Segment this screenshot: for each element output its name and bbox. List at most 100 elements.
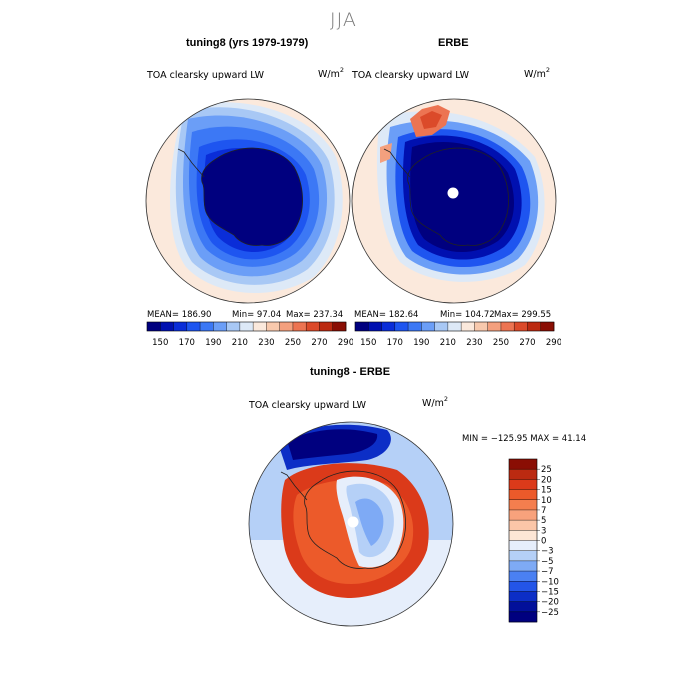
panel-diff-colorbar-swatch — [509, 520, 537, 531]
panel-diff-colorbar-swatch — [509, 469, 537, 480]
panel-obs-colorbar-tick-label: 290 — [546, 338, 561, 347]
panel-model-colorbar-tick-label: 190 — [205, 338, 221, 347]
panel-diff-polar-map — [248, 421, 454, 627]
panel-diff-colorbar-tick-label: −3 — [541, 547, 554, 557]
panel-model-colorbar-swatch — [226, 322, 241, 331]
panel-obs-colorbar-tick-label: 270 — [519, 338, 535, 347]
panel-model-colorbar-swatch — [239, 322, 254, 331]
panel-model-colorbar-tick-label: 150 — [152, 338, 168, 347]
panel-model-colorbar-tick-label: 210 — [232, 338, 248, 347]
panel-obs-colorbar-tick-label: 170 — [387, 338, 403, 347]
panel-diff-title: tuning8 - ERBE — [310, 366, 391, 378]
panel-obs-mean: MEAN= 182.64 — [354, 310, 419, 320]
panel-diff-colorbar-tick-label: 5 — [541, 516, 546, 526]
panel-model-polar-map — [145, 98, 351, 304]
panel-diff-colorbar-swatch — [509, 509, 537, 521]
panel-obs-colorbar-swatch — [500, 322, 515, 331]
panel-diff-colorbar-swatch — [509, 550, 537, 562]
panel-diff-colorbar-swatch — [509, 611, 537, 623]
panel-diff-colorbar-swatch — [509, 571, 537, 582]
panel-model-colorbar-tick-label: 290 — [338, 338, 353, 347]
panel-model-colorbar-swatch — [213, 322, 227, 331]
panel-model-colorbar-tick-label: 230 — [258, 338, 274, 347]
panel-model-colorbar-swatch — [147, 322, 161, 331]
season-title: JJA — [330, 9, 357, 31]
panel-obs-colorbar-swatch — [474, 322, 488, 331]
panel-obs-units: W/m2 — [524, 66, 550, 80]
panel-diff-variable-label: TOA clearsky upward LW — [249, 400, 367, 411]
panel-obs-min: Min= 104.72 — [440, 310, 495, 320]
panel-model-colorbar-tick-label: 270 — [311, 338, 327, 347]
panel-obs-colorbar-swatch — [408, 322, 422, 331]
panel-obs-colorbar-frame — [354, 321, 555, 332]
panel-diff-colorbar-tick-label: 15 — [541, 486, 552, 496]
panel-model-title: tuning8 (yrs 1979-1979) — [186, 37, 309, 49]
panel-obs-colorbar-swatch — [447, 322, 462, 331]
panel-obs-colorbar-tick-label: 190 — [413, 338, 429, 347]
panel-diff-colorbar-tick-label: −25 — [541, 608, 559, 618]
panel-obs-colorbar-tick-label: 250 — [493, 338, 509, 347]
panel-diff-colorbar-tick-label: 3 — [541, 526, 546, 536]
panel-model-colorbar: 150 170 190 210 230 250 270 290 — [146, 321, 353, 347]
panel-diff-colorbar-swatch — [509, 560, 537, 572]
panel-obs-polar-map — [351, 98, 557, 304]
panel-diff-colorbar-tick-label: 25 — [541, 465, 552, 475]
panel-obs-colorbar-swatch — [368, 322, 382, 331]
panel-obs-colorbar-swatch — [527, 322, 542, 331]
panel-diff-colorbar-tick-label: 10 — [541, 496, 552, 506]
panel-diff-colorbar-tick-label: −20 — [541, 598, 559, 608]
panel-diff-colorbar-swatch — [509, 489, 537, 501]
panel-diff-colorbar-swatch — [509, 499, 537, 511]
panel-obs-colorbar-swatch — [434, 322, 449, 331]
panel-model-colorbar-swatch — [306, 322, 320, 331]
panel-diff-colorbar-tick-label: −10 — [541, 577, 559, 587]
panel-diff-colorbar-swatch — [509, 459, 537, 470]
panel-obs-colorbar-swatch — [540, 322, 555, 331]
panel-model-units: W/m2 — [318, 66, 344, 80]
panel-obs-colorbar-swatch — [381, 322, 396, 331]
panel-model-colorbar-tick-label: 170 — [179, 338, 195, 347]
panel-model-mean: MEAN= 186.90 — [147, 310, 212, 320]
panel-model-colorbar-swatch — [173, 322, 188, 331]
panel-obs-colorbar-tick-label: 150 — [360, 338, 376, 347]
panel-obs-colorbar-swatch — [355, 322, 369, 331]
panel-diff-colorbar-swatch — [509, 601, 537, 613]
panel-diff-colorbar-tick-label: 0 — [541, 537, 546, 547]
panel-model-variable-label: TOA clearsky upward LW — [147, 70, 265, 81]
panel-diff-colorbar-tick-label: 20 — [541, 475, 552, 485]
panel-model-max: Max= 237.34 — [286, 310, 344, 320]
panel-diff-minmax: MIN = −125.95 MAX = 41.14 — [462, 434, 587, 444]
panel-model-colorbar-swatch — [253, 322, 267, 331]
panel-model-colorbar-swatch — [266, 322, 280, 331]
panel-diff-units: W/m2 — [422, 395, 448, 409]
panel-obs-colorbar-swatch — [421, 322, 435, 331]
panel-obs-colorbar-swatch — [487, 322, 502, 331]
panel-model-colorbar-swatch — [279, 322, 294, 331]
panel-obs-colorbar-tick-label: 230 — [466, 338, 482, 347]
panel-model-colorbar-tick-label: 250 — [285, 338, 301, 347]
panel-model-colorbar-swatch — [292, 322, 307, 331]
panel-obs-variable-label: TOA clearsky upward LW — [352, 70, 470, 81]
panel-obs-colorbar-tick-label: 210 — [440, 338, 456, 347]
panel-obs-colorbar-swatch — [514, 322, 528, 331]
panel-diff-colorbar-swatch — [509, 540, 537, 551]
panel-diff-colorbar-tick-label: −7 — [541, 567, 554, 577]
panel-diff-colorbar-tick-label: −15 — [541, 587, 559, 597]
panel-obs-max: Max= 299.55 — [494, 310, 552, 320]
panel-diff-colorbar-swatch — [509, 591, 537, 602]
panel-model-colorbar-swatch — [319, 322, 334, 331]
panel-diff-colorbar-swatch — [509, 581, 537, 592]
panel-model-colorbar-swatch — [186, 322, 201, 331]
panel-model-colorbar-swatch — [160, 322, 174, 331]
panel-obs-colorbar-swatch — [461, 322, 475, 331]
panel-obs-title: ERBE — [438, 37, 469, 49]
panel-model-colorbar-swatch — [332, 322, 347, 331]
panel-obs-colorbar-swatch — [394, 322, 409, 331]
panel-model-colorbar-swatch — [200, 322, 214, 331]
panel-diff-colorbar-swatch — [509, 530, 537, 541]
panel-diff-colorbar-tick-label: −5 — [541, 557, 554, 567]
panel-model-colorbar-frame — [146, 321, 347, 332]
panel-model-min: Min= 97.04 — [232, 310, 282, 320]
panel-obs-colorbar: 150 170 190 210 230 250 270 290 — [354, 321, 561, 347]
